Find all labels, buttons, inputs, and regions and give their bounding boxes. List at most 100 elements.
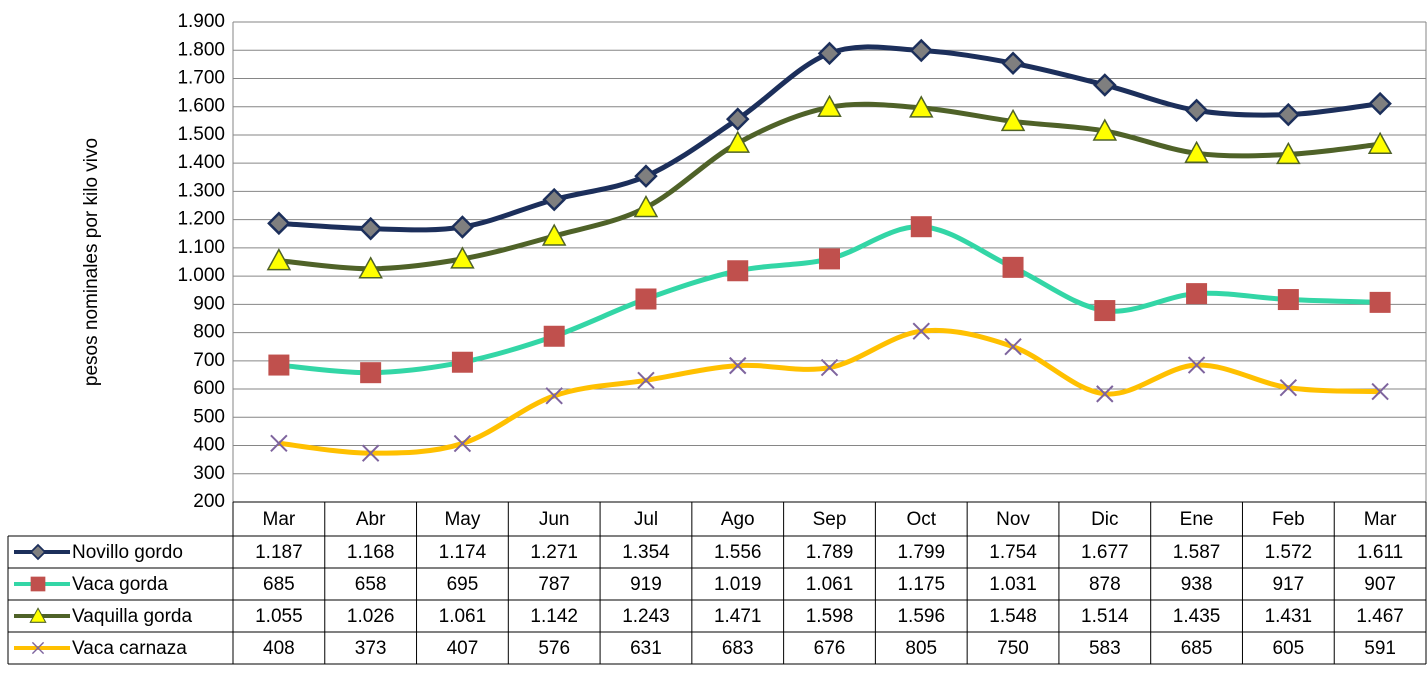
marker (451, 351, 473, 373)
marker (635, 288, 657, 310)
y-tick-label: 1.700 (177, 67, 225, 88)
marker (545, 387, 563, 405)
marker (358, 216, 383, 241)
marker (266, 248, 292, 271)
data-label: 685 (1181, 638, 1213, 659)
data-label: 1.061 (806, 574, 854, 595)
data-label: 1.572 (1265, 542, 1313, 563)
legend-marker (30, 576, 46, 592)
marker (817, 94, 842, 118)
data-label: 407 (447, 638, 479, 659)
marker (912, 322, 930, 340)
data-label: 658 (355, 574, 387, 595)
data-label: 1.271 (530, 542, 578, 563)
data-label: 1.754 (989, 542, 1037, 563)
marker (267, 211, 291, 236)
y-tick-label: 1.800 (177, 39, 225, 60)
marker (450, 215, 475, 239)
y-tick-label: 900 (193, 293, 225, 314)
data-label: 1.677 (1081, 542, 1129, 563)
marker (1187, 356, 1206, 374)
data-label: 938 (1181, 574, 1213, 595)
y-tick-label: 1.600 (177, 96, 225, 117)
y-axis-label: pesos nominales por kilo vivo (81, 138, 102, 386)
data-label: 1.789 (806, 542, 854, 563)
y-tick-label: 1.000 (177, 265, 225, 286)
marker (1004, 337, 1022, 356)
y-tick-label: 200 (193, 491, 225, 512)
marker (1000, 108, 1026, 132)
y-tick-label: 400 (193, 435, 225, 456)
data-label: 1.031 (989, 574, 1037, 595)
data-label: 1.026 (347, 606, 395, 627)
data-label: 1.354 (622, 542, 670, 563)
data-label: 750 (997, 638, 1029, 659)
marker (1367, 131, 1393, 155)
legend-label: Novillo gordo (72, 542, 183, 563)
marker (633, 194, 659, 218)
data-label: 1.431 (1265, 606, 1313, 627)
marker (1184, 98, 1209, 123)
data-label: 591 (1364, 638, 1396, 659)
y-tick-label: 1.100 (177, 237, 225, 258)
y-tick-label: 600 (193, 378, 225, 399)
marker (268, 354, 290, 376)
marker (270, 434, 288, 452)
data-label: 1.587 (1173, 542, 1221, 563)
marker (1184, 140, 1209, 164)
marker (1277, 289, 1299, 311)
data-label: 631 (630, 638, 662, 659)
marker (1368, 91, 1392, 116)
marker (453, 434, 472, 453)
x-tick-label: Abr (356, 509, 386, 530)
data-label: 576 (538, 638, 570, 659)
data-label: 1.168 (347, 542, 395, 563)
marker (360, 362, 382, 384)
data-label: 1.055 (255, 606, 303, 627)
data-label: 1.514 (1081, 606, 1129, 627)
x-tick-label: Mar (1364, 509, 1397, 530)
data-label: 919 (630, 574, 662, 595)
x-tick-label: Sep (813, 509, 847, 530)
marker (361, 444, 380, 462)
data-label: 1.019 (714, 574, 762, 595)
y-tick-label: 1.900 (177, 11, 225, 32)
marker (1094, 300, 1116, 322)
marker (729, 356, 747, 375)
x-tick-label: Mar (263, 509, 296, 530)
data-label: 685 (263, 574, 295, 595)
x-tick-label: Ago (721, 509, 755, 530)
data-label: 1.548 (989, 606, 1037, 627)
marker (909, 38, 934, 63)
marker (1001, 51, 1025, 75)
x-tick-label: Nov (996, 509, 1030, 530)
x-tick-label: Dic (1091, 509, 1118, 530)
data-label: 1.467 (1356, 606, 1404, 627)
data-label: 695 (447, 574, 479, 595)
data-label: 1.061 (439, 606, 487, 627)
marker (727, 260, 749, 282)
marker (358, 256, 383, 279)
data-label: 1.243 (622, 606, 670, 627)
legend-marker (29, 607, 47, 623)
marker (29, 607, 47, 623)
y-tick-label: 300 (193, 463, 225, 484)
x-tick-label: Feb (1272, 509, 1305, 530)
marker (817, 41, 842, 66)
data-label: 1.611 (1357, 542, 1403, 563)
data-label: 878 (1089, 574, 1121, 595)
data-label: 683 (722, 638, 754, 659)
data-label: 1.187 (255, 542, 303, 563)
marker (1002, 256, 1024, 278)
marker (910, 216, 932, 238)
data-label: 373 (355, 638, 387, 659)
marker (1092, 118, 1118, 141)
y-tick-label: 800 (193, 322, 225, 343)
legend-marker (31, 641, 45, 655)
marker (31, 641, 45, 655)
marker (450, 246, 475, 269)
y-tick-label: 1.200 (177, 209, 225, 230)
data-label: 1.142 (530, 606, 578, 627)
legend-marker (29, 543, 47, 561)
